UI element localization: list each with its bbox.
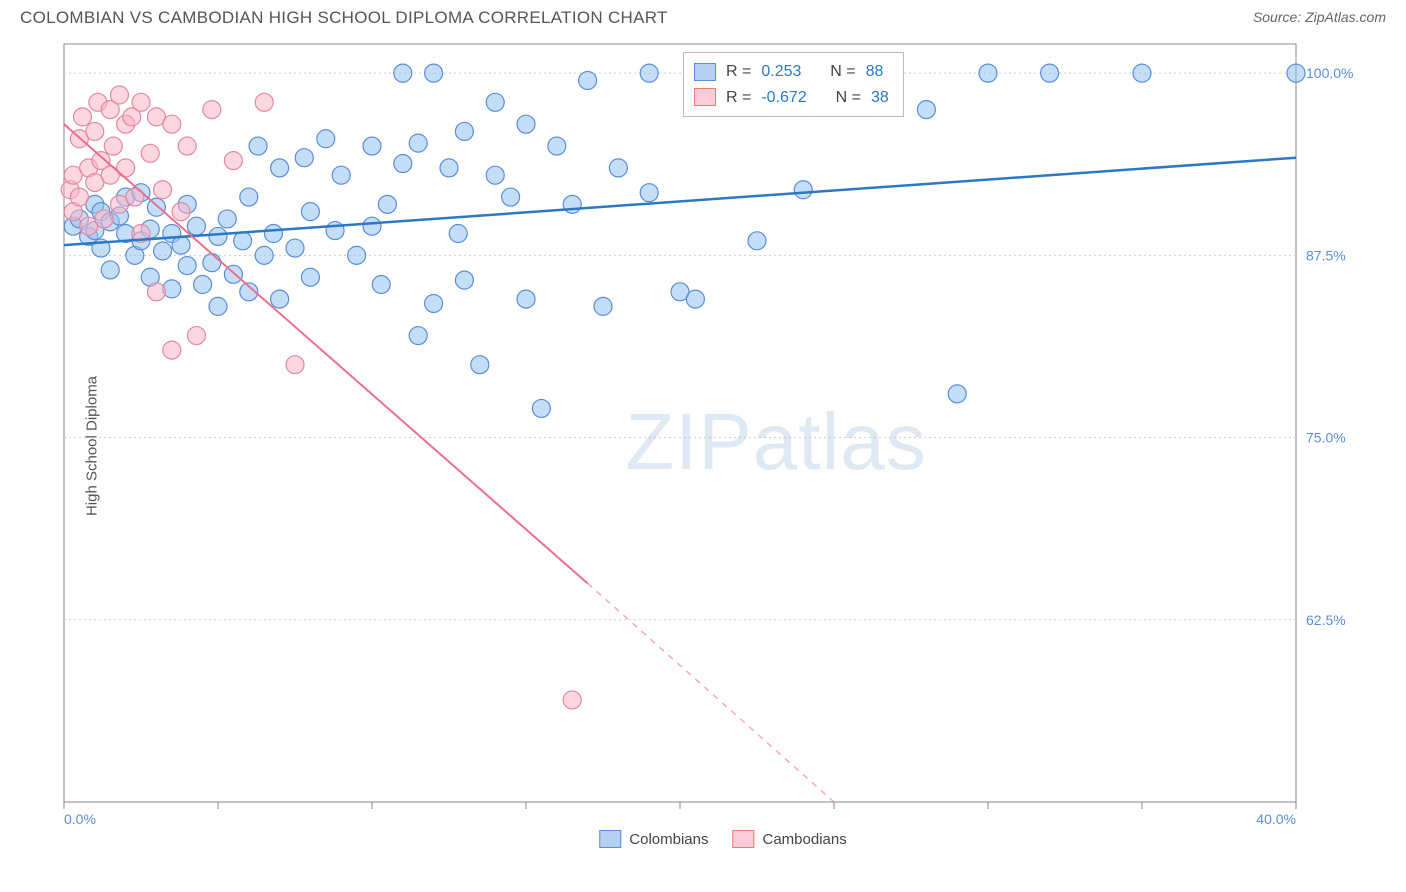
chart-title: COLOMBIAN VS CAMBODIAN HIGH SCHOOL DIPLO… bbox=[20, 8, 668, 28]
correlation-legend: R = 0.253 N = 88 R = -0.672 N = 38 bbox=[683, 52, 904, 117]
n-value-cambodians: 38 bbox=[871, 85, 889, 111]
n-label: N = bbox=[836, 85, 861, 111]
swatch-blue bbox=[694, 63, 716, 81]
svg-text:0.0%: 0.0% bbox=[64, 811, 96, 827]
source-prefix: Source: bbox=[1253, 9, 1305, 25]
legend-item-cambodians: Cambodians bbox=[733, 830, 847, 848]
svg-text:62.5%: 62.5% bbox=[1306, 612, 1346, 628]
chart-area: 62.5%75.0%87.5%100.0%0.0%40.0% ZIPatlas … bbox=[60, 32, 1386, 852]
n-label: N = bbox=[830, 59, 855, 85]
r-label: R = bbox=[726, 85, 751, 111]
source-label: Source: ZipAtlas.com bbox=[1253, 9, 1386, 27]
legend-row-colombians: R = 0.253 N = 88 bbox=[694, 59, 889, 85]
svg-text:75.0%: 75.0% bbox=[1306, 430, 1346, 446]
series-legend: Colombians Cambodians bbox=[599, 830, 846, 848]
svg-text:100.0%: 100.0% bbox=[1306, 65, 1353, 81]
svg-text:40.0%: 40.0% bbox=[1256, 811, 1296, 827]
r-value-colombians: 0.253 bbox=[761, 59, 801, 85]
legend-row-cambodians: R = -0.672 N = 38 bbox=[694, 85, 889, 111]
swatch-pink bbox=[694, 88, 716, 106]
r-label: R = bbox=[726, 59, 751, 85]
scatter-chart-svg: 62.5% 75.0% 87.5% 100.0% 0.0% 40.0% bbox=[60, 32, 1386, 852]
source-name: ZipAtlas.com bbox=[1305, 9, 1386, 25]
swatch-blue bbox=[599, 830, 621, 848]
r-value-cambodians: -0.672 bbox=[761, 85, 806, 111]
legend-label-colombians: Colombians bbox=[629, 831, 708, 848]
legend-item-colombians: Colombians bbox=[599, 830, 708, 848]
svg-text:87.5%: 87.5% bbox=[1306, 247, 1346, 263]
swatch-pink bbox=[733, 830, 755, 848]
legend-label-cambodians: Cambodians bbox=[763, 831, 847, 848]
n-value-colombians: 88 bbox=[866, 59, 884, 85]
